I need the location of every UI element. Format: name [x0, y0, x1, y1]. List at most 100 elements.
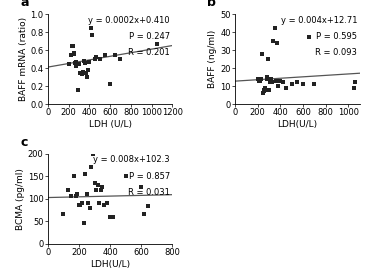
- Point: [81, 221, 87, 226]
- Point: [264, 75, 270, 79]
- Point: [92, 181, 98, 185]
- Point: [154, 41, 160, 46]
- Point: [76, 61, 82, 66]
- Point: [87, 205, 93, 210]
- Text: P = 0.857: P = 0.857: [129, 172, 170, 181]
- Point: [256, 78, 262, 83]
- Point: [262, 87, 268, 92]
- Point: [80, 69, 86, 74]
- Y-axis label: BCMA (pg/ml): BCMA (pg/ml): [16, 168, 25, 230]
- Point: [82, 172, 88, 176]
- Point: [96, 201, 102, 205]
- Point: [92, 55, 98, 59]
- Point: [76, 203, 82, 207]
- Point: [70, 44, 76, 49]
- Point: [84, 192, 90, 196]
- Point: [264, 77, 270, 81]
- Y-axis label: BAFF mRNA (ratio): BAFF mRNA (ratio): [18, 17, 28, 101]
- Point: [266, 87, 272, 92]
- Point: [110, 214, 116, 219]
- Point: [261, 87, 267, 92]
- Point: [265, 57, 271, 61]
- Point: [73, 59, 79, 64]
- Point: [68, 194, 74, 199]
- Point: [60, 212, 66, 216]
- Point: [68, 52, 73, 57]
- Point: [294, 80, 300, 85]
- Point: [261, 89, 267, 94]
- Point: [101, 203, 107, 207]
- X-axis label: LDH(U/L): LDH(U/L): [90, 260, 130, 269]
- Point: [74, 62, 80, 67]
- Point: [267, 80, 273, 85]
- Point: [95, 183, 101, 187]
- Text: P = 0.247: P = 0.247: [129, 32, 170, 41]
- Point: [73, 194, 79, 199]
- Point: [85, 67, 91, 72]
- X-axis label: LDH(U/L): LDH(U/L): [277, 120, 317, 129]
- Point: [259, 51, 265, 56]
- Text: y = 0.0002x+0.410: y = 0.0002x+0.410: [88, 16, 170, 25]
- Text: P = 0.595: P = 0.595: [316, 32, 357, 41]
- Point: [75, 87, 81, 92]
- Point: [258, 77, 264, 81]
- Point: [262, 86, 268, 90]
- Point: [79, 72, 85, 76]
- Point: [72, 60, 78, 65]
- Point: [145, 204, 150, 209]
- Point: [79, 201, 85, 205]
- Point: [73, 64, 79, 69]
- Point: [269, 80, 275, 85]
- Point: [82, 60, 88, 65]
- Point: [69, 43, 75, 48]
- Point: [300, 82, 306, 87]
- Point: [81, 221, 87, 225]
- Text: R = 0.093: R = 0.093: [315, 48, 357, 57]
- Point: [77, 71, 83, 76]
- Point: [81, 59, 87, 63]
- Point: [104, 201, 110, 205]
- Point: [75, 192, 80, 196]
- Point: [274, 41, 280, 45]
- Point: [107, 214, 113, 219]
- Point: [102, 52, 108, 57]
- Point: [117, 57, 123, 61]
- Point: [93, 187, 99, 192]
- Point: [78, 70, 84, 75]
- Point: [260, 91, 266, 95]
- Point: [275, 84, 281, 88]
- Point: [257, 78, 263, 83]
- Point: [277, 78, 283, 83]
- Point: [273, 78, 279, 83]
- Point: [141, 212, 147, 216]
- Text: a: a: [20, 0, 29, 10]
- Point: [351, 86, 357, 90]
- Point: [138, 185, 144, 190]
- Point: [88, 26, 94, 31]
- Point: [352, 80, 358, 85]
- Point: [255, 77, 261, 81]
- Point: [268, 77, 274, 81]
- Point: [107, 82, 113, 87]
- Point: [65, 187, 71, 192]
- Point: [289, 82, 295, 87]
- Point: [97, 57, 103, 61]
- Point: [83, 70, 89, 75]
- Point: [280, 80, 286, 85]
- Point: [71, 174, 77, 178]
- Point: [98, 187, 104, 192]
- Text: R = 0.031: R = 0.031: [128, 188, 170, 197]
- Point: [92, 57, 98, 61]
- Point: [66, 61, 72, 66]
- Text: R = 0.201: R = 0.201: [128, 48, 170, 57]
- Point: [88, 165, 94, 169]
- Y-axis label: BAFF (ng/ml): BAFF (ng/ml): [208, 30, 217, 88]
- Point: [99, 185, 105, 190]
- Point: [90, 32, 95, 37]
- Text: y = 0.004x+12.71: y = 0.004x+12.71: [281, 16, 357, 25]
- Point: [311, 82, 317, 87]
- Point: [283, 86, 289, 90]
- Point: [270, 39, 276, 43]
- Point: [77, 203, 83, 207]
- Point: [123, 174, 128, 178]
